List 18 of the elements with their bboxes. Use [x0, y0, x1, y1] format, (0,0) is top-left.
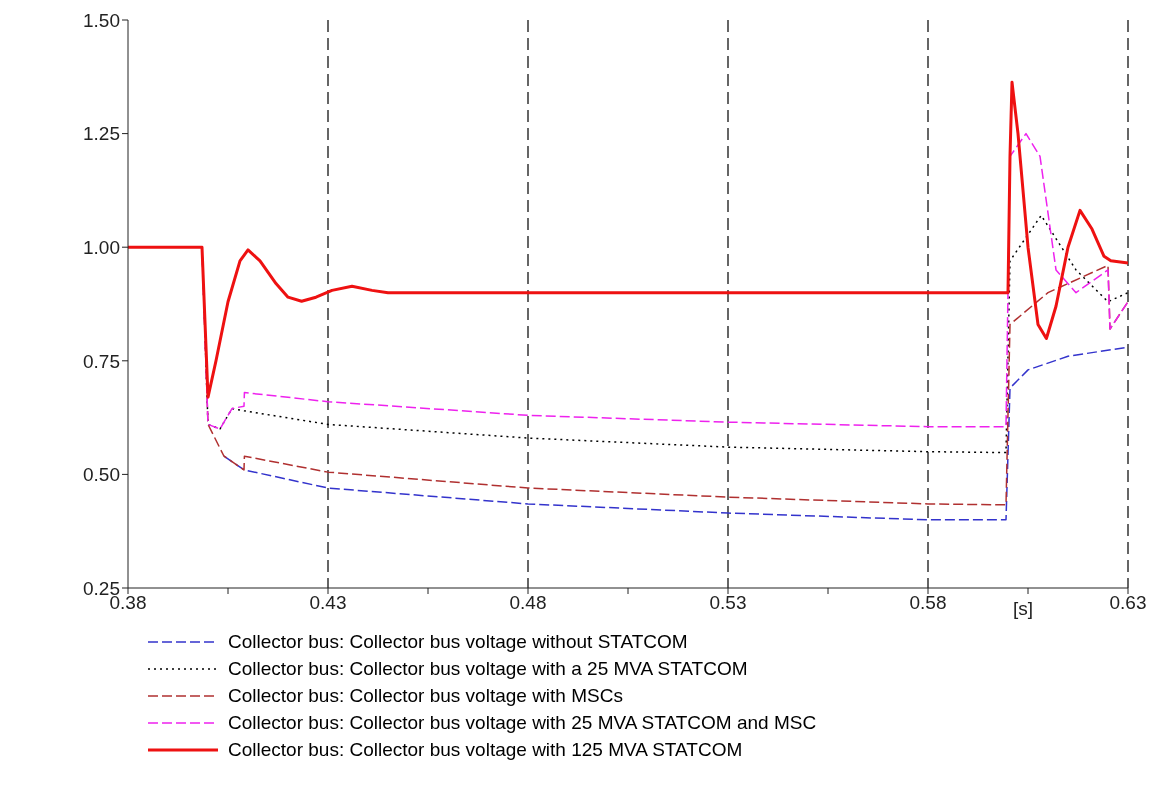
x-tick-label: 0.63 [1109, 592, 1147, 614]
line-series [223, 346, 1128, 521]
y-tick-label: 1.00 [83, 236, 120, 258]
y-tick-label: 0.50 [83, 464, 120, 486]
y-tick-label: 1.50 [83, 9, 120, 31]
x-tick-label: 0.58 [909, 592, 947, 614]
y-tick-label: 1.25 [83, 123, 120, 145]
y-tick-label: 0.75 [83, 350, 120, 372]
legend-label: Collector bus: Collector bus voltage with MSCs [228, 684, 623, 707]
x-tick-label: 0.48 [509, 592, 547, 614]
legend-label: Collector bus: Collector bus voltage with 25 MVA STATCOM and MSC [228, 711, 817, 734]
legend-label: Collector bus: Collector bus voltage without STATCOM [228, 630, 688, 653]
x-tick-label: 0.43 [309, 592, 347, 614]
x-axis-title: [s] [1012, 598, 1033, 619]
legend-label: Collector bus: Collector bus voltage with a 25 MVA STATCOM [228, 657, 748, 680]
line-series [128, 80, 1128, 399]
x-tick-label: 0.53 [709, 592, 747, 614]
legend-label: Collector bus: Collector bus voltage with 125 MVA STATCOM [228, 738, 743, 761]
